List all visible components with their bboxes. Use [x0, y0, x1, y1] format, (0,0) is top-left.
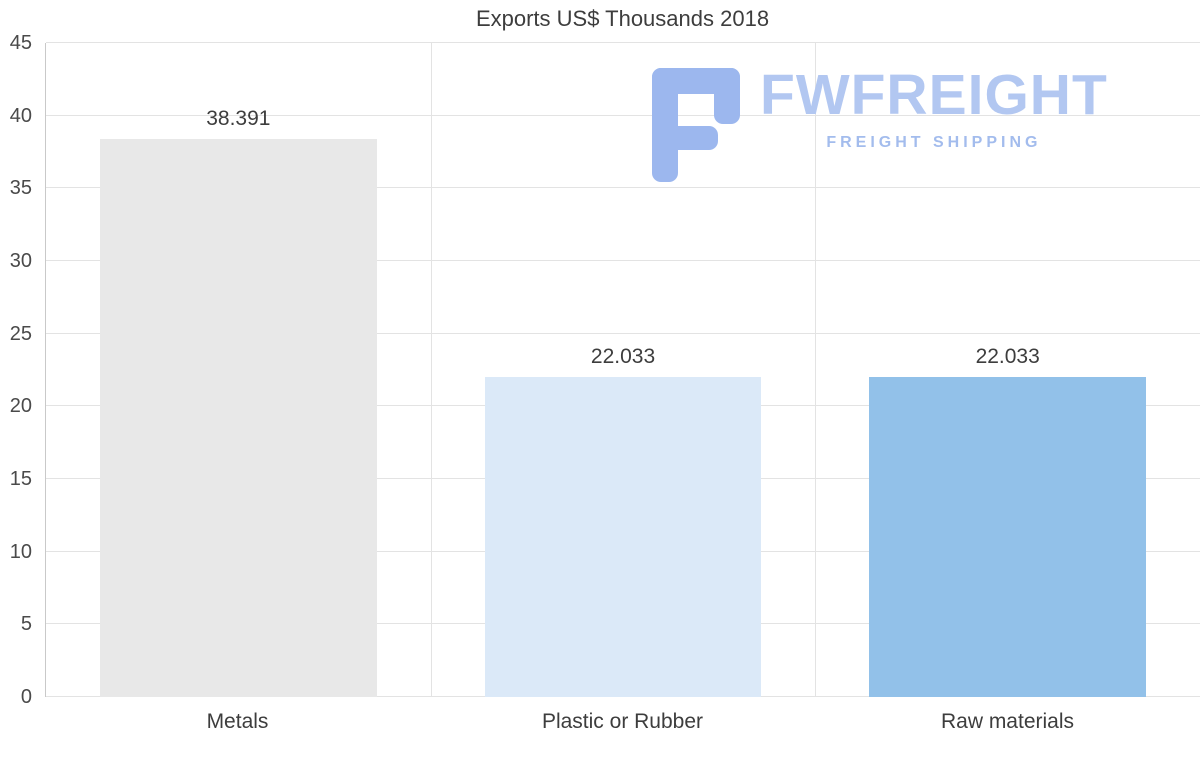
- category-divider-gridline: [815, 43, 817, 697]
- category-divider-gridline: [430, 43, 432, 697]
- bars-row: 38.391 22.033 22.033: [46, 43, 1200, 697]
- category-label-metals: Metals: [206, 710, 269, 733]
- y-tick-label: 15: [9, 468, 32, 490]
- gridline: [46, 332, 1200, 334]
- bar-slot-plastic-or-rubber: 22.033: [431, 43, 816, 697]
- y-tick-label: 0: [20, 686, 32, 708]
- y-tick-label: 5: [20, 613, 32, 636]
- bar-slot-raw-materials: 22.033: [815, 43, 1200, 697]
- category-label-plastic-or-rubber: Plastic or Rubber: [541, 710, 704, 733]
- bar-value-label: 38.391: [206, 107, 271, 131]
- chart-title: Exports US$ Thousands 2018: [475, 6, 770, 31]
- y-tick-label: 40: [9, 104, 32, 127]
- gridline: [46, 114, 1200, 116]
- bar-plastic-or-rubber: [484, 376, 762, 697]
- logo-text: FWFREIGHT FREIGHT SHIPPING: [760, 63, 1108, 152]
- y-tick-label: 10: [9, 540, 32, 563]
- y-tick-label: 45: [9, 32, 32, 54]
- y-tick-label: 25: [9, 322, 32, 345]
- bar-slot-metals: 38.391: [46, 43, 431, 697]
- y-tick-label: 20: [9, 395, 32, 418]
- gridline: [46, 187, 1200, 189]
- bar-metals: [99, 139, 377, 697]
- brand-tagline: FREIGHT SHIPPING: [826, 133, 1042, 151]
- y-tick-label: 35: [9, 177, 32, 200]
- watermark-logo: FWFREIGHT FREIGHT SHIPPING: [648, 63, 1108, 184]
- y-axis: 0 5 10 15 20 25 30 35 40 45: [0, 33, 38, 707]
- fwfreight-logo-icon: [652, 68, 740, 182]
- bar-raw-materials: [869, 376, 1147, 697]
- brand-name: FWFREIGHT: [760, 63, 1108, 127]
- category-label-raw-materials: Raw materials: [940, 710, 1075, 733]
- plot-area: 38.391 22.033 22.033: [45, 42, 1200, 697]
- x-axis-labels: Metals Plastic or Rubber Raw materials: [45, 697, 1200, 734]
- gridline: [46, 260, 1200, 261]
- bar-value-label: 22.033: [590, 344, 656, 368]
- bar-value-label: 22.033: [975, 344, 1040, 368]
- y-tick-label: 30: [9, 250, 32, 272]
- gridline: [46, 42, 1200, 43]
